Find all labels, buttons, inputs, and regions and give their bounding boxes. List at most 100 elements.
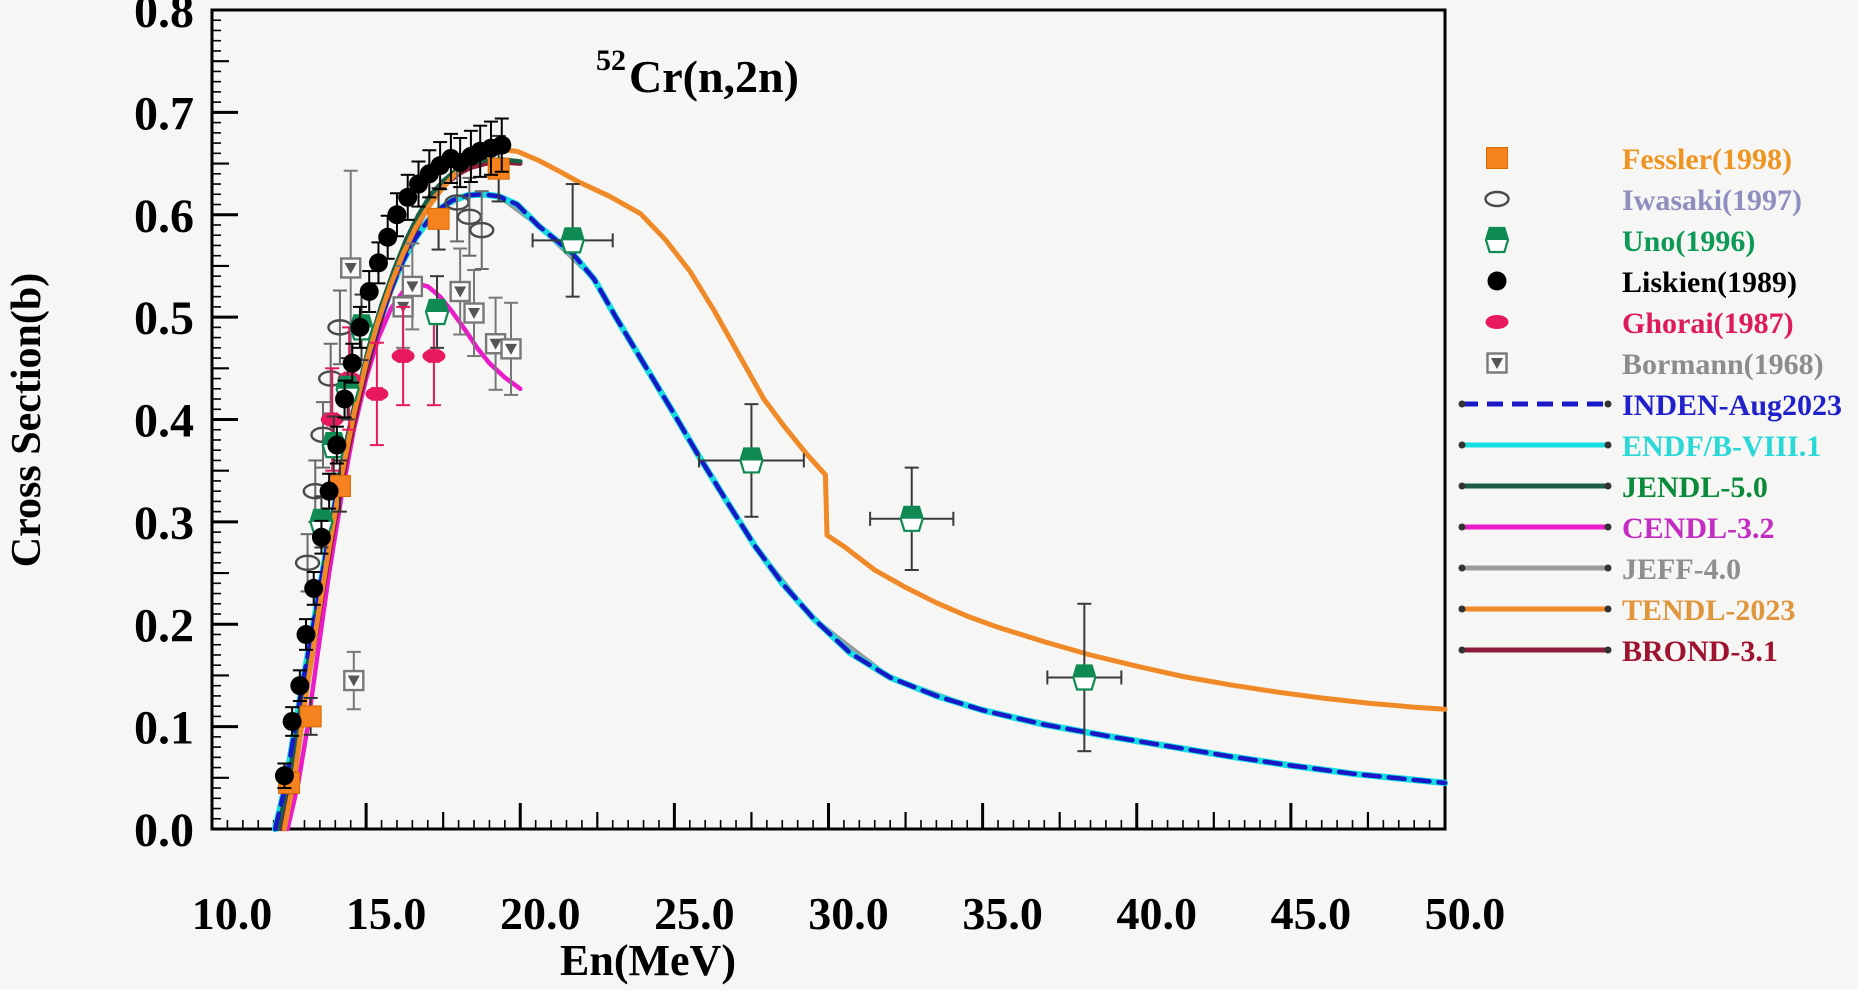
x-tick-label: 15.0 — [346, 888, 427, 939]
legend-line-endpoint — [1604, 646, 1612, 654]
series-Liskien-1989- — [274, 117, 512, 790]
data-point-Uno-1996--top — [561, 228, 584, 241]
legend-line-endpoint — [1458, 646, 1466, 654]
series-Bormann-1968- — [340, 169, 522, 711]
legend-item-Iwasaki-1997-: Iwasaki(1997) — [1484, 184, 1802, 217]
legend-line-endpoint — [1458, 400, 1466, 408]
x-tick-label: 30.0 — [808, 888, 889, 939]
legend-line-endpoint — [1604, 400, 1612, 408]
legend-item-Fessler-1998-: Fessler(1998) — [1486, 143, 1792, 176]
legend-line-endpoint — [1604, 564, 1612, 572]
data-point-Uno-1996--top — [900, 506, 923, 519]
legend-item-BROND-3.1: BROND-3.1 — [1458, 635, 1778, 668]
data-point-Liskien-1989- — [368, 253, 388, 273]
legend-label: Fessler(1998) — [1622, 143, 1792, 176]
data-point-Bormann-1968--pattern — [344, 262, 357, 274]
data-point-Liskien-1989- — [311, 527, 331, 547]
y-tick-label: 0.8 — [134, 0, 194, 38]
x-axis-title: En(MeV) — [560, 936, 736, 985]
data-point-Ghorai-1987- — [391, 349, 415, 364]
data-point-Liskien-1989- — [296, 624, 316, 644]
plot-frame — [210, 8, 1447, 831]
legend-line-endpoint — [1458, 482, 1466, 490]
data-point-Fessler-1998- — [299, 705, 322, 728]
data-point-Liskien-1989- — [282, 712, 302, 732]
y-tick-label: 0.7 — [134, 87, 194, 140]
legend-label: JENDL-5.0 — [1622, 471, 1768, 504]
data-point-Bormann-1968--pattern — [468, 308, 481, 320]
legend-label: Ghorai(1987) — [1622, 307, 1794, 340]
y-axis-title: Cross Section(b) — [4, 273, 50, 567]
legend-marker-pattern — [1491, 358, 1503, 369]
y-tick-label: 0.1 — [134, 702, 194, 755]
data-point-Iwasaki-1997- — [294, 554, 321, 572]
legend-label: JEFF-4.0 — [1622, 553, 1741, 586]
x-tick-label: 40.0 — [1117, 888, 1198, 939]
data-point-Liskien-1989- — [387, 205, 407, 225]
data-point-Liskien-1989- — [274, 766, 294, 786]
data-point-Bormann-1968--pattern — [454, 286, 467, 298]
data-point-Ghorai-1987- — [422, 349, 446, 364]
data-point-Fessler-1998- — [427, 207, 450, 230]
legend-line-endpoint — [1458, 605, 1466, 613]
legend-line-endpoint — [1458, 564, 1466, 572]
data-point-Uno-1996--top — [1073, 665, 1096, 678]
legend-item-Liskien-1989-: Liskien(1989) — [1487, 266, 1797, 299]
legend-item-JENDL-5.0: JENDL-5.0 — [1458, 471, 1768, 504]
legend-marker — [1486, 147, 1508, 169]
legend-item-TENDL-2023: TENDL-2023 — [1458, 594, 1795, 627]
y-tick-label: 0.3 — [134, 497, 194, 550]
series-Uno-1996- — [309, 183, 1123, 753]
x-tick-label: 25.0 — [654, 888, 735, 939]
legend-item-JEFF-4.0: JEFF-4.0 — [1458, 553, 1741, 586]
data-point-Liskien-1989- — [359, 282, 379, 302]
x-tick-label: 50.0 — [1425, 888, 1506, 939]
data-point-Bormann-1968--pattern — [347, 675, 360, 687]
data-point-Liskien-1989- — [304, 578, 324, 598]
data-point-Liskien-1989- — [342, 353, 362, 373]
legend-item-INDEN-Aug2023: INDEN-Aug2023 — [1458, 389, 1842, 422]
legend-item-CENDL-3.2: CENDL-3.2 — [1458, 512, 1775, 545]
data-point-Uno-1996--top — [740, 448, 763, 461]
y-tick-label: 0.6 — [134, 190, 194, 243]
legend-item-Ghorai-1987-: Ghorai(1987) — [1485, 307, 1794, 340]
legend-label: Liskien(1989) — [1622, 266, 1797, 299]
legend-label: Iwasaki(1997) — [1622, 184, 1802, 217]
tick-labels: 10.0 15.0 20.0 25.0 30.0 35.0 40.0 45.0 50.0 0.0 0… — [134, 0, 1505, 939]
plot-title: 52Cr(n,2n) — [596, 44, 799, 102]
legend-item-Bormann-1968-: Bormann(1968) — [1486, 348, 1824, 381]
legend-label: TENDL-2023 — [1622, 594, 1795, 627]
legend-label: Bormann(1968) — [1622, 348, 1824, 381]
legend-label: BROND-3.1 — [1622, 635, 1778, 668]
title-mass-superscript: 52 — [596, 44, 626, 77]
data-point-Liskien-1989- — [492, 135, 512, 155]
data-point-Iwasaki-1997- — [469, 221, 495, 239]
title-reaction: Cr(n,2n) — [629, 51, 799, 102]
data-point-Ghorai-1987- — [365, 386, 389, 401]
x-tick-label: 10.0 — [192, 888, 273, 939]
legend-line-endpoint — [1604, 441, 1612, 449]
legend-marker-top — [1486, 228, 1508, 240]
legend-line-endpoint — [1458, 523, 1466, 531]
experimental-data — [274, 117, 1123, 795]
x-tick-label: 35.0 — [962, 888, 1043, 939]
data-point-Bormann-1968--pattern — [505, 343, 518, 355]
legend-label: INDEN-Aug2023 — [1622, 389, 1842, 422]
data-point-Uno-1996--top — [426, 300, 449, 313]
data-point-Liskien-1989- — [327, 435, 347, 455]
axis-ticks — [210, 8, 1447, 831]
x-tick-label: 45.0 — [1271, 888, 1352, 939]
legend-label: CENDL-3.2 — [1622, 512, 1775, 545]
y-tick-label: 0.2 — [134, 599, 194, 652]
data-point-Liskien-1989- — [378, 227, 398, 247]
legend-marker — [1485, 315, 1509, 329]
data-point-Liskien-1989- — [350, 317, 370, 337]
legend-line-endpoint — [1604, 605, 1612, 613]
legend-line-endpoint — [1604, 523, 1612, 531]
legend-label: ENDF/B-VIII.1 — [1622, 430, 1821, 463]
evaluated-curves — [271, 146, 1449, 833]
y-tick-label: 0.4 — [134, 395, 194, 448]
data-point-Liskien-1989- — [335, 389, 355, 409]
